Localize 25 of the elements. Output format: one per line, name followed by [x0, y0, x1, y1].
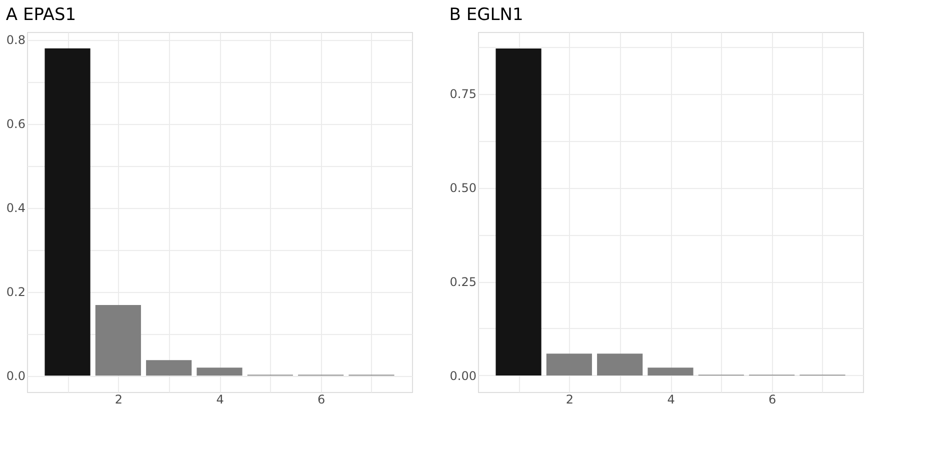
bar	[546, 354, 592, 376]
y-tick-label: 0.75	[450, 87, 476, 102]
bar	[496, 48, 542, 376]
text: A EPAS1	[6, 5, 76, 25]
x-tick-label: 4	[216, 392, 224, 406]
y-tick-label: 0.6	[6, 117, 26, 132]
y-tick-label: 0.2	[6, 285, 26, 300]
bar	[597, 354, 643, 376]
x-tick-label: 6	[317, 392, 326, 406]
bar	[146, 360, 192, 376]
bar	[196, 368, 242, 376]
x-tick-label: 4	[667, 392, 675, 406]
text: B EGLN1	[449, 5, 524, 25]
bar	[44, 48, 90, 376]
y-tick-label: 0.25	[450, 275, 476, 290]
x-tick-label: 2	[114, 392, 123, 406]
bar	[648, 368, 694, 376]
x-tick-label: 6	[768, 392, 776, 406]
x-tick-label: 2	[566, 392, 574, 406]
y-tick-label: 0.00	[450, 368, 476, 383]
y-tick-label: 0.8	[6, 33, 26, 48]
y-tick-label: 0.0	[6, 369, 26, 384]
y-tick-label: 0.4	[6, 201, 26, 216]
bar	[95, 305, 141, 376]
y-tick-label: 0.50	[450, 181, 476, 196]
